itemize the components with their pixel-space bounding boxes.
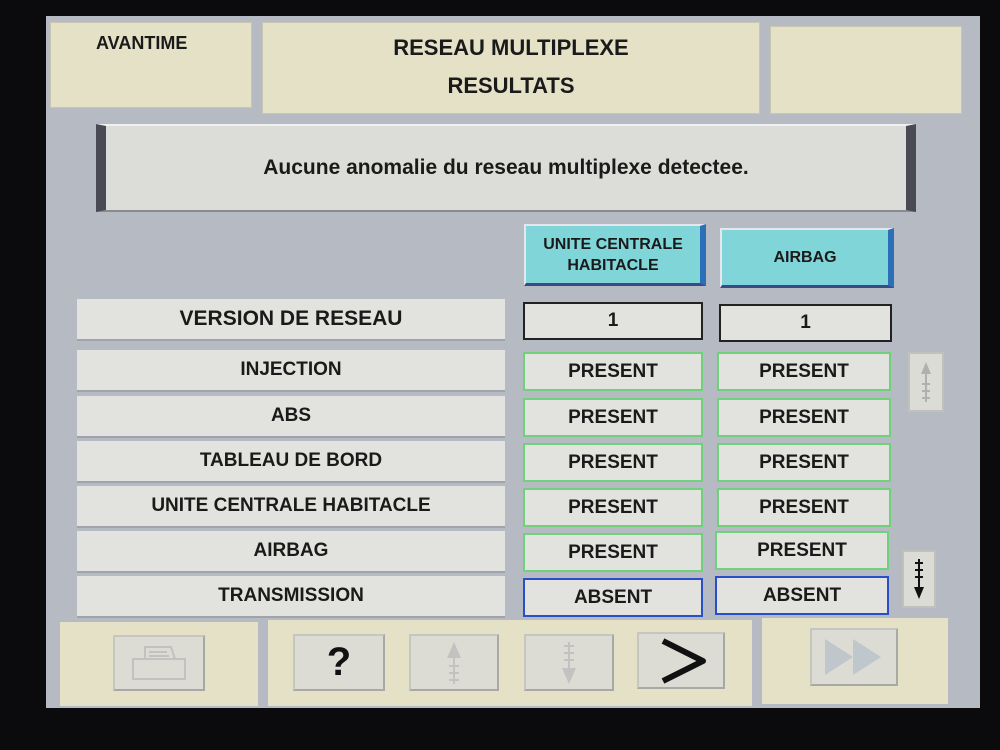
header-vehicle-panel: AVANTIME (50, 22, 252, 108)
version-value-airbag: 1 (719, 304, 892, 342)
row-label: AIRBAG (77, 531, 505, 573)
page-up-button[interactable] (409, 634, 499, 691)
status-cell-airbag: PRESENT (717, 352, 891, 391)
row-label: INJECTION (77, 350, 505, 392)
row-label: TABLEAU DE BORD (77, 441, 505, 483)
page-down-button[interactable] (524, 634, 614, 691)
status-cell-airbag: PRESENT (717, 398, 891, 437)
status-cell-airbag: ABSENT (715, 576, 889, 615)
status-cell-uch: ABSENT (523, 578, 703, 617)
printer-icon (132, 646, 186, 680)
row-label: TRANSMISSION (77, 576, 505, 618)
column-header-uch[interactable]: UNITE CENTRALE HABITACLE (524, 224, 706, 286)
fast-forward-icon (825, 639, 881, 675)
chevron-right-icon (661, 637, 706, 684)
status-cell-airbag: PRESENT (717, 443, 891, 482)
vehicle-name: AVANTIME (96, 33, 188, 53)
status-cell-airbag: PRESENT (715, 531, 889, 570)
header-title-panel: RESEAU MULTIPLEXE RESULTATS (262, 22, 760, 114)
print-button[interactable] (113, 635, 205, 691)
next-button[interactable]: > (637, 632, 725, 689)
version-label: VERSION DE RESEAU (77, 299, 505, 341)
version-value-uch: 1 (523, 302, 703, 340)
status-cell-uch: PRESENT (523, 533, 703, 572)
status-cell-uch: PRESENT (523, 398, 703, 437)
status-cell-uch: PRESENT (523, 352, 703, 391)
fast-forward-button[interactable] (810, 628, 898, 686)
status-cell-uch: PRESENT (523, 443, 703, 482)
status-cell-airbag: PRESENT (717, 488, 891, 527)
scroll-down-button[interactable] (902, 550, 936, 608)
arrow-up-icon (447, 641, 461, 684)
status-cell-uch: PRESENT (523, 488, 703, 527)
arrow-up-icon (921, 362, 931, 402)
header-right-panel (770, 26, 962, 114)
page-title: RESEAU MULTIPLEXE (393, 35, 629, 60)
column-header-airbag[interactable]: AIRBAG (720, 228, 894, 288)
help-button[interactable]: ? (293, 634, 385, 691)
page-subtitle: RESULTATS (447, 73, 575, 98)
row-label: UNITE CENTRALE HABITACLE (77, 486, 505, 528)
result-message: Aucune anomalie du reseau multiplexe det… (96, 124, 916, 212)
scroll-up-button[interactable] (908, 352, 944, 412)
arrow-down-icon (914, 559, 924, 599)
arrow-down-icon (562, 641, 576, 684)
row-label: ABS (77, 396, 505, 438)
